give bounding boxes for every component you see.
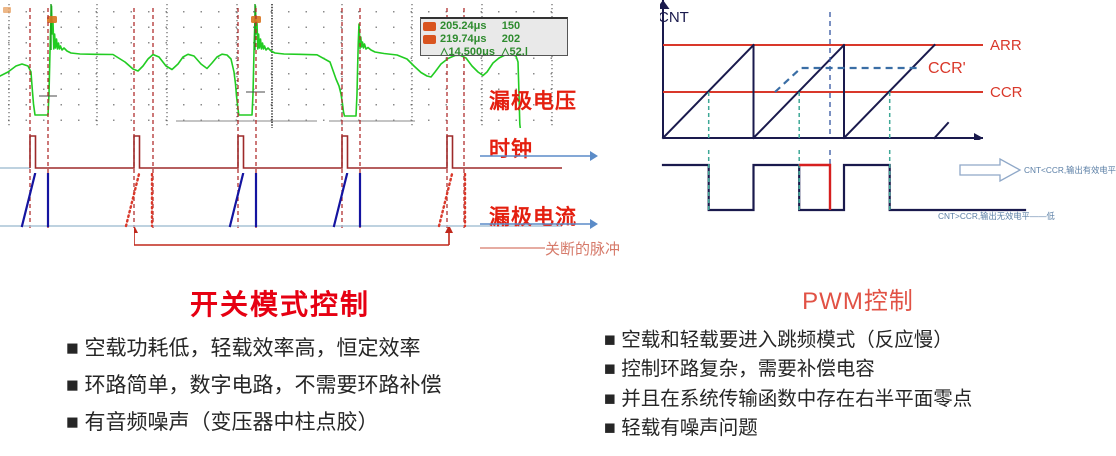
svg-text:ARR: ARR <box>990 37 1022 54</box>
svg-text:CNT: CNT <box>660 9 689 26</box>
svg-text:CNT>CCR,输出无效电平——低: CNT>CCR,输出无效电平——低 <box>938 211 1056 221</box>
svg-text:CNT<CCR,输出有效电平——高: CNT<CCR,输出有效电平——高 <box>1024 165 1116 175</box>
svg-text:CCR': CCR' <box>928 60 966 77</box>
svg-text:CCR: CCR <box>990 84 1023 101</box>
